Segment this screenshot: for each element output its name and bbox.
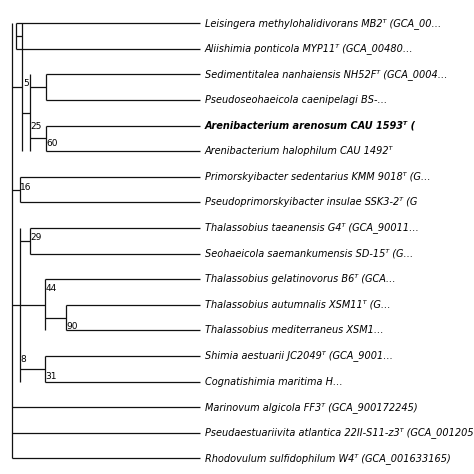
Text: 44: 44 — [46, 284, 57, 293]
Text: Pseudaestuariivita atlantica 22II-S11-z3ᵀ (GCA_001205715): Pseudaestuariivita atlantica 22II-S11-z3… — [205, 428, 474, 438]
Text: 60: 60 — [46, 139, 58, 148]
Text: 90: 90 — [66, 322, 78, 331]
Text: 31: 31 — [46, 372, 57, 381]
Text: 8: 8 — [20, 356, 26, 365]
Text: Thalassobius taeanensis G4ᵀ (GCA_90011…: Thalassobius taeanensis G4ᵀ (GCA_90011… — [205, 223, 419, 234]
Text: Thalassobius autumnalis XSM11ᵀ (G…: Thalassobius autumnalis XSM11ᵀ (G… — [205, 300, 390, 310]
Text: 5: 5 — [23, 79, 29, 88]
Text: Thalassobius mediterraneus XSM1…: Thalassobius mediterraneus XSM1… — [205, 326, 383, 336]
Text: 29: 29 — [30, 233, 42, 241]
Text: Shimia aestuarii JC2049ᵀ (GCA_9001…: Shimia aestuarii JC2049ᵀ (GCA_9001… — [205, 351, 392, 362]
Text: Pseudoseohaeicola caenipelagi BS-…: Pseudoseohaeicola caenipelagi BS-… — [205, 95, 387, 105]
Text: Aliishimia ponticola MYP11ᵀ (GCA_00480…: Aliishimia ponticola MYP11ᵀ (GCA_00480… — [205, 44, 413, 55]
Text: Rhodovulum sulfidophilum W4ᵀ (GCA_001633165): Rhodovulum sulfidophilum W4ᵀ (GCA_001633… — [205, 453, 450, 464]
Text: Marinovum algicola FF3ᵀ (GCA_900172245): Marinovum algicola FF3ᵀ (GCA_900172245) — [205, 402, 417, 413]
Text: Cognatishimia maritima H…: Cognatishimia maritima H… — [205, 377, 342, 387]
Text: 16: 16 — [20, 182, 32, 191]
Text: Pseudoprimorskyibacter insulae SSK3-2ᵀ (G: Pseudoprimorskyibacter insulae SSK3-2ᵀ (… — [205, 198, 417, 208]
Text: Sedimentitalea nanhaiensis NH52Fᵀ (GCA_0004…: Sedimentitalea nanhaiensis NH52Fᵀ (GCA_0… — [205, 69, 447, 80]
Text: Seohaeicola saemankumensis SD-15ᵀ (G…: Seohaeicola saemankumensis SD-15ᵀ (G… — [205, 249, 413, 259]
Text: 25: 25 — [30, 122, 42, 131]
Text: Primorskyibacter sedentarius KMM 9018ᵀ (G…: Primorskyibacter sedentarius KMM 9018ᵀ (… — [205, 172, 430, 182]
Text: Leisingera methylohalidivorans MB2ᵀ (GCA_00…: Leisingera methylohalidivorans MB2ᵀ (GCA… — [205, 18, 441, 29]
Text: Arenibacterium halophilum CAU 1492ᵀ: Arenibacterium halophilum CAU 1492ᵀ — [205, 146, 393, 156]
Text: Thalassobius gelatinovorus B6ᵀ (GCA…: Thalassobius gelatinovorus B6ᵀ (GCA… — [205, 274, 395, 284]
Text: Arenibacterium arenosum CAU 1593ᵀ (: Arenibacterium arenosum CAU 1593ᵀ ( — [205, 121, 416, 131]
